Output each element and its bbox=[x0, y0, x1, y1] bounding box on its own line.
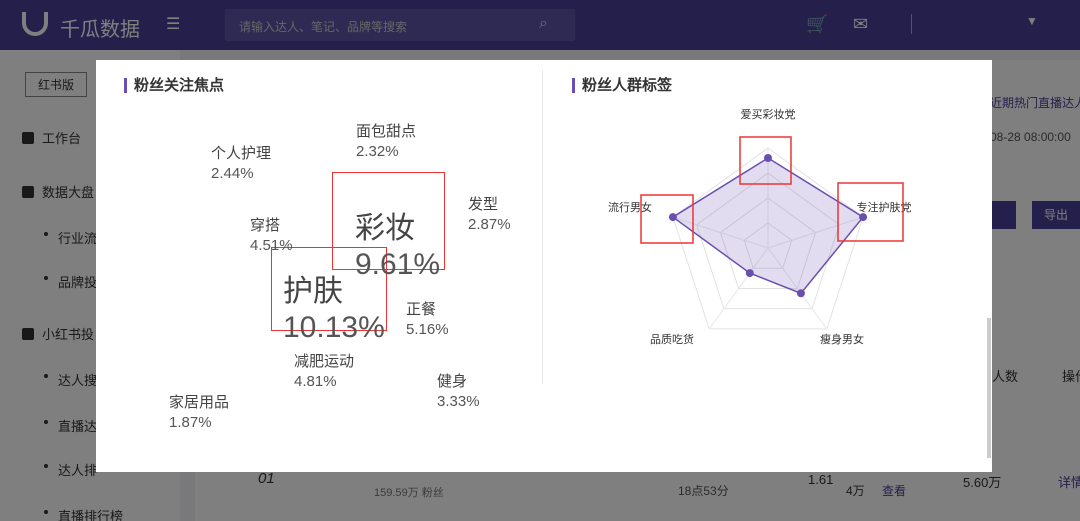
cloud-share: 4.51% bbox=[250, 236, 293, 254]
radar-label: 专注护肤党 bbox=[857, 200, 912, 214]
radar-label: 爱买彩妆党 bbox=[741, 108, 796, 121]
cloud-word: 穿搭 bbox=[250, 217, 281, 234]
cloud-word: 护肤 bbox=[283, 275, 343, 308]
cloud-share: 2.32% bbox=[356, 142, 399, 160]
axis-line bbox=[672, 216, 769, 249]
cloud-share: 4.81% bbox=[294, 372, 337, 390]
radar-point bbox=[796, 289, 805, 298]
modal: 粉丝关注焦点 粉丝人群标签 爱买彩妆党专注护肤党瘦身男女 品质吃货 流行男女 面包甜… bbox=[96, 60, 992, 472]
radar-area bbox=[671, 157, 865, 295]
axis-line bbox=[708, 247, 769, 330]
cloud-share: 3.33% bbox=[437, 392, 480, 410]
cloud-word: 发型 bbox=[468, 196, 499, 213]
grid-ring bbox=[672, 147, 864, 330]
radar-label: 流行男女 bbox=[608, 200, 652, 214]
cloud-share: 2.87% bbox=[468, 215, 511, 233]
divider bbox=[542, 70, 543, 384]
section-title: 粉丝关注焦点 bbox=[124, 78, 224, 93]
highlight-box bbox=[739, 136, 792, 185]
highlight-box bbox=[640, 194, 694, 244]
cloud-share: 1.87% bbox=[169, 413, 212, 431]
cloud-word: 正餐 bbox=[406, 301, 437, 318]
cloud-word: 家居用品 bbox=[169, 394, 230, 411]
highlight-box bbox=[332, 172, 445, 270]
radar-point bbox=[764, 154, 772, 162]
cloud-share: 2.44% bbox=[211, 164, 254, 182]
highlight-box bbox=[271, 247, 387, 331]
grid-ring bbox=[719, 197, 817, 289]
cloud-word: 面包甜点 bbox=[356, 123, 417, 140]
grid-ring bbox=[696, 172, 840, 310]
highlight-box bbox=[837, 182, 904, 242]
radar-point bbox=[668, 213, 677, 222]
grid-ring bbox=[743, 222, 793, 269]
radar-point bbox=[859, 213, 868, 222]
cloud-word: 个人护理 bbox=[211, 145, 272, 162]
cloud-word: 健身 bbox=[437, 373, 468, 390]
axis-line bbox=[767, 216, 864, 249]
axis-line bbox=[767, 247, 828, 330]
radar-label: 瘦身男女 bbox=[820, 332, 864, 346]
cloud-word: 彩妆 bbox=[355, 212, 415, 245]
cloud-word: 减肥运动 bbox=[294, 353, 355, 370]
section-title: 粉丝人群标签 bbox=[572, 78, 672, 93]
radar-point bbox=[745, 269, 754, 278]
radar-label: 品质吃货 bbox=[650, 332, 694, 346]
cloud-share: 5.16% bbox=[406, 320, 449, 338]
cloud-share: 10.13% bbox=[283, 311, 385, 344]
scrollbar bbox=[987, 318, 991, 458]
cloud-share: 9.61% bbox=[355, 248, 441, 281]
